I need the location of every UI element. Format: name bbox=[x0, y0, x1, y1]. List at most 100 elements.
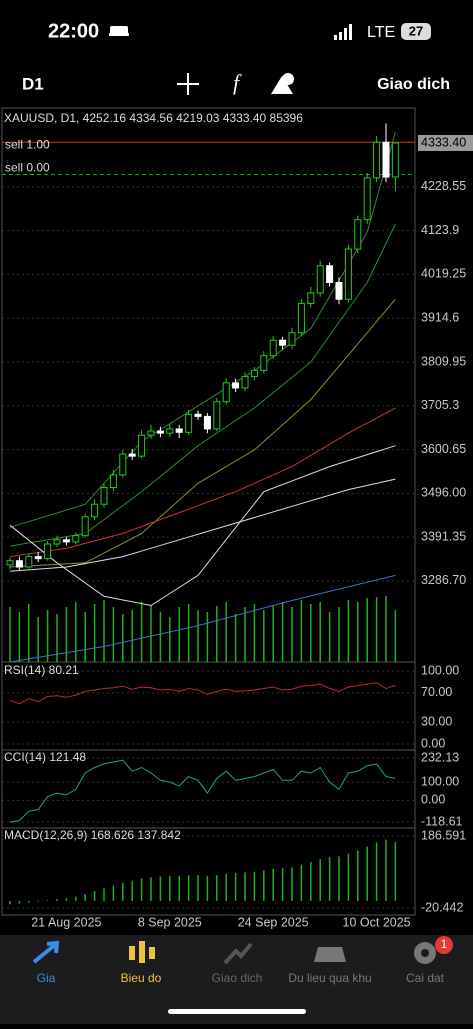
candle-body bbox=[269, 339, 277, 357]
y-tick-label: 100.00 bbox=[421, 774, 459, 788]
candle-body bbox=[213, 401, 221, 430]
x-tick-label: 8 Sep 2025 bbox=[138, 915, 202, 929]
rsi-line bbox=[9, 682, 396, 705]
y-tick-label: 3600.65 bbox=[421, 442, 466, 456]
crosshair-button[interactable] bbox=[177, 73, 199, 95]
y-tick-label: 100.00 bbox=[421, 663, 459, 677]
y-tick-label: 186.591 bbox=[421, 828, 466, 842]
candle-body bbox=[25, 556, 33, 568]
y-tick-label: 232.13 bbox=[421, 750, 459, 764]
rsi-title: RSI(14) 80.21 bbox=[4, 663, 79, 677]
trade-button[interactable]: Giao dich bbox=[377, 76, 450, 93]
bed-icon bbox=[109, 26, 129, 36]
order-label: sell 0.00 bbox=[5, 161, 50, 175]
candle-body bbox=[138, 434, 146, 457]
nav-icon-history bbox=[314, 947, 346, 962]
candle-body bbox=[363, 177, 371, 221]
signal-icon bbox=[334, 24, 352, 40]
status-time: 22:00 bbox=[48, 20, 99, 42]
candle-body bbox=[232, 382, 240, 389]
candle-body bbox=[156, 430, 164, 434]
candle-body bbox=[91, 503, 99, 518]
candle-body bbox=[222, 382, 230, 403]
candle-body bbox=[194, 413, 202, 417]
candle-body bbox=[44, 543, 52, 560]
cci-title: CCI(14) 121.48 bbox=[4, 750, 86, 764]
y-tick-label: 0.00 bbox=[421, 736, 445, 750]
candle-body bbox=[203, 415, 211, 430]
y-tick-label: 30.00 bbox=[421, 714, 452, 728]
candle-body bbox=[382, 141, 390, 178]
battery bbox=[401, 23, 431, 40]
nav-chart[interactable]: Bieu do bbox=[121, 971, 162, 985]
nav-history[interactable]: Du lieu qua khu bbox=[288, 971, 371, 985]
y-tick-label: 4228.55 bbox=[421, 179, 466, 193]
y-tick-label: 3914.6 bbox=[421, 311, 459, 325]
indicator-button[interactable]: f bbox=[233, 70, 242, 95]
indicator-line bbox=[9, 478, 396, 572]
candle-body bbox=[81, 516, 89, 537]
nav-icon-chart bbox=[129, 941, 155, 963]
y-tick-label: 3391.35 bbox=[421, 529, 466, 543]
candle-body bbox=[288, 332, 296, 346]
chart-title: XAUUSD, D1, 4252.16 4334.56 4219.03 4333… bbox=[4, 111, 303, 125]
objects-button[interactable] bbox=[271, 73, 294, 94]
home-indicator bbox=[168, 1009, 306, 1014]
nav-icon-quotes bbox=[32, 940, 60, 964]
candle-body bbox=[373, 141, 381, 179]
y-tick-label: 3286.70 bbox=[421, 573, 466, 587]
nav-icon-settings-hole bbox=[421, 949, 429, 957]
y-tick-label: 3809.95 bbox=[421, 354, 466, 368]
nav-trade[interactable]: Giao dich bbox=[212, 971, 263, 985]
y-tick-label: 4123.9 bbox=[421, 223, 459, 237]
plot: 4228.55 4123.9 4019.25 3914.6 3809.95 3705.3 3… bbox=[2, 123, 473, 929]
candle-body bbox=[128, 453, 136, 457]
candle-body bbox=[53, 539, 61, 545]
candle-body bbox=[147, 430, 155, 436]
nav-icon-trade bbox=[223, 942, 253, 965]
candle-body bbox=[62, 539, 70, 543]
y-tick-label: 3496.00 bbox=[421, 486, 466, 500]
candle-body bbox=[119, 453, 127, 476]
candle-body bbox=[6, 560, 14, 566]
nav-quotes[interactable]: Gia bbox=[37, 971, 56, 985]
cci-line bbox=[9, 759, 396, 823]
candle-body bbox=[241, 376, 249, 389]
candle-body bbox=[15, 560, 23, 568]
last-price-box bbox=[418, 134, 473, 151]
indicator-line bbox=[9, 223, 396, 547]
last-price-label: 4333.40 bbox=[421, 135, 466, 149]
y-tick-label: 4019.25 bbox=[421, 267, 466, 281]
x-tick-label: 24 Sep 2025 bbox=[238, 915, 309, 929]
candle-body bbox=[260, 355, 268, 371]
y-tick-label: -118.61 bbox=[421, 814, 463, 828]
candle-body bbox=[72, 535, 80, 543]
chart-frame bbox=[1, 107, 416, 916]
nav-settings[interactable]: Cai dat bbox=[406, 971, 445, 985]
badge bbox=[435, 936, 453, 954]
timeframe[interactable]: D1 bbox=[22, 74, 44, 93]
badge-count: 1 bbox=[441, 937, 448, 951]
y-tick-label: 0.00 bbox=[421, 793, 445, 807]
candle-body bbox=[250, 369, 258, 378]
candle-body bbox=[175, 428, 183, 433]
battery-level: 27 bbox=[409, 23, 423, 38]
candle-body bbox=[109, 474, 117, 489]
x-tick-label: 10 Oct 2025 bbox=[343, 915, 411, 929]
indicator-line bbox=[9, 298, 396, 568]
indicator-line bbox=[9, 445, 396, 607]
candle-body bbox=[335, 281, 343, 300]
indicator-line bbox=[9, 407, 396, 558]
indicator-line bbox=[9, 131, 396, 528]
candle-body bbox=[297, 302, 305, 334]
candle-body bbox=[344, 248, 352, 300]
candle-body bbox=[391, 142, 399, 178]
candle-body bbox=[185, 413, 193, 433]
candle-body bbox=[354, 219, 362, 250]
candle-body bbox=[316, 265, 324, 294]
indicator-line bbox=[9, 574, 396, 663]
candle-body bbox=[100, 487, 108, 505]
candle-body bbox=[166, 428, 174, 434]
